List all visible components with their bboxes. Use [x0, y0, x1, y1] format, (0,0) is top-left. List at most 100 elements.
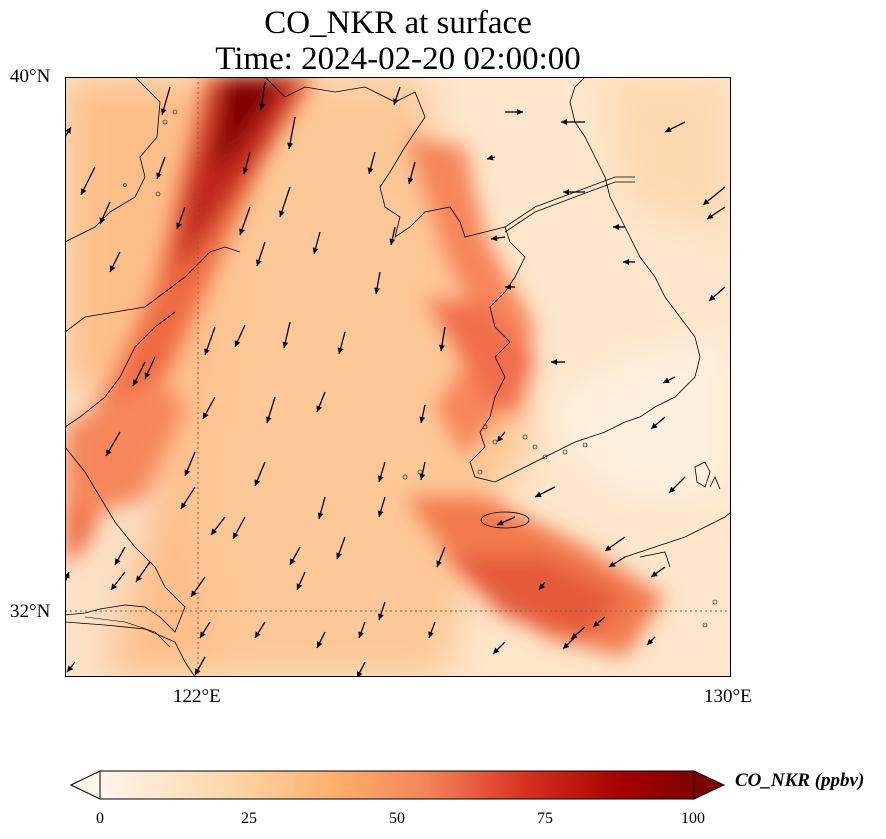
colorbar-tick-100: 100 — [681, 810, 705, 827]
plot-title-line-2: Time: 2024-02-20 02:00:00 — [215, 41, 581, 77]
concentration-map — [65, 77, 731, 677]
wind-arrow-head — [65, 572, 70, 579]
wind-arrow-head — [663, 377, 670, 383]
wind-arrow-head — [67, 665, 74, 672]
wind-arrow-head — [428, 631, 434, 638]
colorbar-tick-0: 0 — [96, 810, 104, 827]
wind-arrow-head — [204, 348, 210, 355]
wind-arrow-head — [563, 189, 569, 195]
wind-arrow-head — [407, 177, 414, 184]
wind-arrow-head — [374, 287, 381, 294]
colorbar — [70, 770, 726, 800]
wind-arrow-head — [389, 238, 396, 245]
wind-arrow-head — [81, 188, 87, 195]
wind-arrow-head — [651, 422, 658, 429]
wind-arrow-head — [571, 632, 578, 639]
wind-arrow-head — [111, 583, 118, 590]
islands — [123, 109, 718, 628]
wind-arrow-head — [623, 259, 629, 265]
wind-arrow-head — [419, 416, 426, 423]
wind-arrow-head — [296, 583, 303, 590]
colorbar-bar — [99, 770, 695, 800]
wind-arrow-head — [211, 528, 218, 535]
wind-arrow-head — [377, 475, 384, 482]
wind-arrow-head — [106, 449, 112, 456]
wind-arrow-head — [493, 647, 500, 654]
wind-arrow-head — [367, 167, 374, 174]
wind-arrow-head — [378, 613, 384, 620]
wind-arrow-head — [357, 671, 363, 677]
wind-arrow-head — [561, 119, 567, 125]
wind-arrow-head — [255, 631, 261, 638]
wind-arrow-head — [290, 558, 296, 565]
wind-arrow-head — [195, 668, 201, 675]
wind-arrow-head — [505, 284, 511, 290]
high-concentration-bands — [65, 77, 665, 657]
wind-arrow-head — [535, 491, 542, 497]
wind-arrow-head — [258, 103, 265, 110]
wind-arrow-head — [133, 379, 139, 386]
wind-arrow-head — [160, 108, 167, 115]
wind-arrow-head — [233, 532, 239, 539]
colorbar-tick-75: 75 — [537, 810, 553, 827]
colorbar-tick-25: 25 — [241, 810, 257, 827]
wind-arrow-head — [184, 469, 191, 476]
wind-arrow-head — [497, 435, 504, 442]
wind-arrow-head — [191, 590, 197, 597]
wind-arrow-head — [707, 213, 714, 219]
wind-arrow-head — [393, 98, 399, 105]
wind-arrow-head — [239, 228, 245, 235]
wind-arrow-head — [200, 631, 206, 638]
wind-arrows — [65, 81, 726, 677]
wind-arrow-head — [156, 172, 162, 179]
wind-arrow-head — [497, 519, 504, 526]
wind-arrow-head — [613, 224, 619, 230]
wind-arrow-head — [65, 127, 71, 134]
wind-arrow-head — [703, 198, 710, 205]
wind-arrow-head — [563, 642, 570, 649]
lat-label-32n: 32°N — [10, 601, 51, 622]
wind-arrow-head — [279, 210, 285, 217]
wind-arrow-head — [317, 512, 324, 519]
wind-arrow-head — [487, 154, 494, 161]
lon-label-130e: 130°E — [704, 686, 752, 707]
wind-arrow-head — [336, 552, 342, 559]
wind-arrow-head — [517, 109, 523, 115]
wind-arrow-head — [203, 412, 209, 419]
wind-arrow-head — [593, 620, 600, 627]
wind-arrow-head — [110, 265, 116, 272]
wind-arrow-head — [647, 638, 654, 645]
wind-arrow-head — [337, 347, 344, 354]
wind-arrow-head — [605, 545, 612, 551]
colorbar-extend-min — [70, 770, 101, 800]
wind-arrow-head — [256, 259, 262, 266]
wind-arrow-head — [491, 235, 498, 242]
lat-label-40n: 40°N — [10, 66, 51, 87]
colorbar-tick-50: 50 — [389, 810, 405, 827]
wind-arrow-head — [651, 571, 658, 577]
lon-label-122e: 122°E — [173, 686, 221, 707]
wind-arrow-head — [99, 217, 106, 224]
colorbar-extend-max — [693, 770, 726, 800]
wind-arrow-head — [669, 486, 676, 493]
wind-arrow-head — [282, 341, 289, 348]
wind-arrow-head — [181, 502, 187, 509]
wind-arrow-head — [317, 641, 323, 648]
wind-arrow-head — [287, 142, 294, 149]
wind-arrow-head — [439, 344, 445, 351]
wind-arrow-head — [136, 575, 142, 582]
wind-arrow-head — [254, 479, 261, 486]
wind-arrow-head — [234, 340, 241, 347]
wind-arrow-head — [419, 473, 426, 480]
wind-arrow-head — [709, 294, 716, 301]
wind-arrow-head — [539, 583, 545, 590]
wind-arrow-head — [358, 631, 364, 638]
wind-arrow-head — [609, 561, 616, 567]
map-frame — [65, 77, 731, 677]
wind-arrow-head — [377, 510, 384, 517]
wind-arrow-head — [551, 359, 557, 365]
wind-arrow-head — [176, 222, 182, 229]
wind-arrow-head — [144, 372, 151, 379]
colorbar-label: CO_NKR (ppbv) — [735, 770, 865, 791]
wind-arrow-head — [316, 405, 323, 412]
